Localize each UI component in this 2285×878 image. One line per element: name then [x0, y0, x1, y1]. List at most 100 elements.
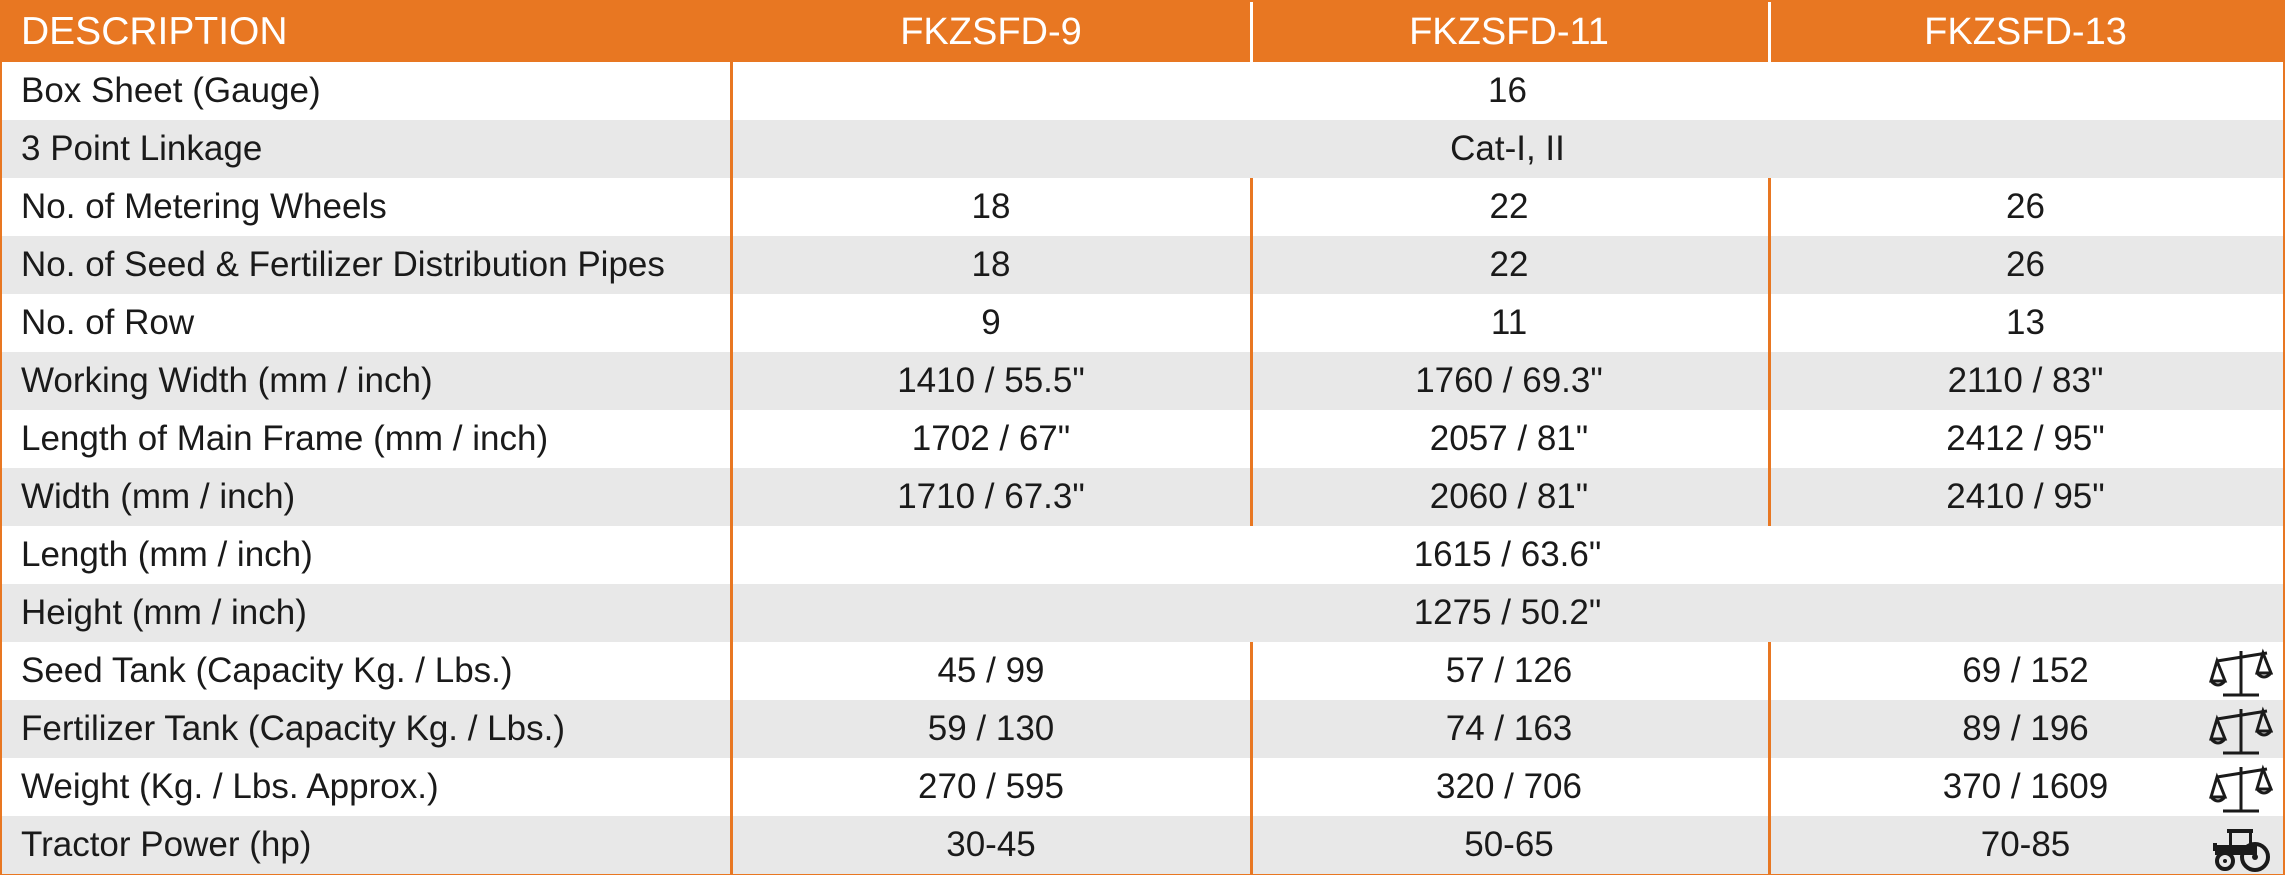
- table-row: Working Width (mm / inch) 1410 / 55.5" 176…: [2, 352, 2283, 410]
- table-row: Length (mm / inch) 1615 / 63.6": [2, 526, 2283, 584]
- row-value-model-2: 22: [1489, 187, 1529, 226]
- row-label: Tractor Power (hp): [21, 825, 312, 864]
- column-divider: [1768, 410, 1771, 468]
- column-divider: [1250, 294, 1253, 352]
- label-divider: [730, 526, 733, 584]
- label-divider: [730, 584, 733, 642]
- row-value-model-3: 2410 / 95": [1946, 477, 2105, 516]
- row-label: No. of Seed & Fertilizer Distribution Pi…: [21, 245, 665, 284]
- row-label: Fertilizer Tank (Capacity Kg. / Lbs.): [21, 709, 565, 748]
- scale-icon: [2208, 705, 2274, 757]
- row-label: Width (mm / inch): [21, 477, 296, 516]
- column-divider: [1768, 468, 1771, 526]
- header-model-1: FKZSFD-9: [900, 10, 1082, 53]
- row-value-model-1: 1710 / 67.3": [897, 477, 1085, 516]
- table-row: 3 Point Linkage Cat-I, II: [2, 120, 2283, 178]
- row-value-all-models: Cat-I, II: [1450, 129, 1565, 168]
- row-value-model-3: 70-85: [1980, 825, 2071, 864]
- row-value-model-3: 13: [2006, 303, 2045, 342]
- table-row: Weight (Kg. / Lbs. Approx.) 270 / 595 320 …: [2, 758, 2283, 816]
- row-value-model-3: 69 / 152: [1962, 651, 2089, 690]
- column-divider: [1250, 468, 1253, 526]
- table-row: Width (mm / inch) 1710 / 67.3" 2060 / 81" 2…: [2, 468, 2283, 526]
- row-label: Weight (Kg. / Lbs. Approx.): [21, 767, 439, 806]
- label-divider: [730, 642, 733, 700]
- column-divider: [1250, 700, 1253, 758]
- row-label: Seed Tank (Capacity Kg. / Lbs.): [21, 651, 513, 690]
- column-divider: [1768, 816, 1771, 874]
- table-row: No. of Row 9 11 13: [2, 294, 2283, 352]
- row-value-model-3: 89 / 196: [1962, 709, 2089, 748]
- column-divider: [1768, 236, 1771, 294]
- label-divider: [730, 758, 733, 816]
- row-value-model-1: 1410 / 55.5": [897, 361, 1085, 400]
- row-value-model-1: 270 / 595: [918, 767, 1064, 806]
- column-divider: [1768, 294, 1771, 352]
- label-divider: [730, 700, 733, 758]
- column-divider: [1768, 642, 1771, 700]
- column-divider: [1768, 700, 1771, 758]
- row-value-model-1: 9: [981, 303, 1001, 342]
- row-label: Height (mm / inch): [21, 593, 307, 632]
- row-label: No. of Row: [21, 303, 195, 342]
- row-value-model-1: 1702 / 67": [911, 419, 1071, 458]
- scale-icon: [2208, 763, 2274, 815]
- label-divider: [730, 352, 733, 410]
- label-divider: [730, 236, 733, 294]
- row-label: Length of Main Frame (mm / inch): [21, 419, 549, 458]
- row-label: Box Sheet (Gauge): [21, 71, 321, 110]
- row-value-model-3: 26: [2006, 187, 2045, 226]
- row-value-model-2: 320 / 706: [1436, 767, 1582, 806]
- row-value-model-2: 1760 / 69.3": [1415, 361, 1603, 400]
- label-divider: [730, 120, 733, 178]
- column-divider: [1768, 178, 1771, 236]
- row-label: No. of Metering Wheels: [21, 187, 387, 226]
- table-row: Length of Main Frame (mm / inch) 1702 / 6…: [2, 410, 2283, 468]
- label-divider: [730, 410, 733, 468]
- table-row: Seed Tank (Capacity Kg. / Lbs.) 45 / 99 57…: [2, 642, 2283, 700]
- column-divider: [1768, 758, 1771, 816]
- row-value-model-1: 18: [971, 187, 1011, 226]
- row-value-model-3: 26: [2006, 245, 2045, 284]
- row-value-model-1: 45 / 99: [937, 651, 1045, 690]
- row-value-model-2: 2057 / 81": [1429, 419, 1589, 458]
- header-description: DESCRIPTION: [21, 10, 288, 53]
- column-divider: [1250, 758, 1253, 816]
- table-header: DESCRIPTION FKZSFD-9 FKZSFD-11 FKZSFD-13: [2, 2, 2283, 62]
- row-value-model-2: 11: [1490, 303, 1528, 342]
- header-model-3: FKZSFD-13: [1924, 10, 2127, 53]
- row-label: 3 Point Linkage: [21, 129, 263, 168]
- column-divider: [1250, 410, 1253, 468]
- table-row: Height (mm / inch) 1275 / 50.2": [2, 584, 2283, 642]
- column-divider: [1250, 642, 1253, 700]
- table-row: Box Sheet (Gauge) 16: [2, 62, 2283, 120]
- row-label: Working Width (mm / inch): [21, 361, 433, 400]
- column-divider: [1250, 236, 1253, 294]
- label-divider: [730, 294, 733, 352]
- row-value-model-2: 57 / 126: [1445, 651, 1573, 690]
- header-divider: [1250, 2, 1253, 62]
- column-divider: [1250, 816, 1253, 874]
- column-divider: [1768, 352, 1771, 410]
- row-value-all-models: 16: [1488, 71, 1527, 110]
- row-value-model-2: 74 / 163: [1445, 709, 1573, 748]
- column-divider: [1250, 352, 1253, 410]
- table-row: Tractor Power (hp) 30-45 50-65 70-85: [2, 816, 2283, 874]
- row-value-model-1: 59 / 130: [927, 709, 1055, 748]
- row-value-model-1: 30-45: [946, 825, 1036, 864]
- header-model-2: FKZSFD-11: [1409, 10, 1609, 53]
- row-value-model-1: 18: [971, 245, 1011, 284]
- row-value-model-2: 50-65: [1464, 825, 1554, 864]
- row-value-model-2: 2060 / 81": [1429, 477, 1589, 516]
- row-value-all-models: 1615 / 63.6": [1413, 535, 1602, 574]
- row-value-model-3: 2110 / 83": [1947, 361, 2104, 400]
- table-row: No. of Seed & Fertilizer Distribution Pi…: [2, 236, 2283, 294]
- row-value-model-3: 2412 / 95": [1946, 419, 2105, 458]
- row-value-model-3: 370 / 1609: [1942, 767, 2109, 806]
- tractor-icon: [2209, 821, 2273, 873]
- table-row: No. of Metering Wheels 18 22 26: [2, 178, 2283, 236]
- label-divider: [730, 62, 733, 120]
- label-divider: [730, 468, 733, 526]
- label-divider: [730, 816, 733, 874]
